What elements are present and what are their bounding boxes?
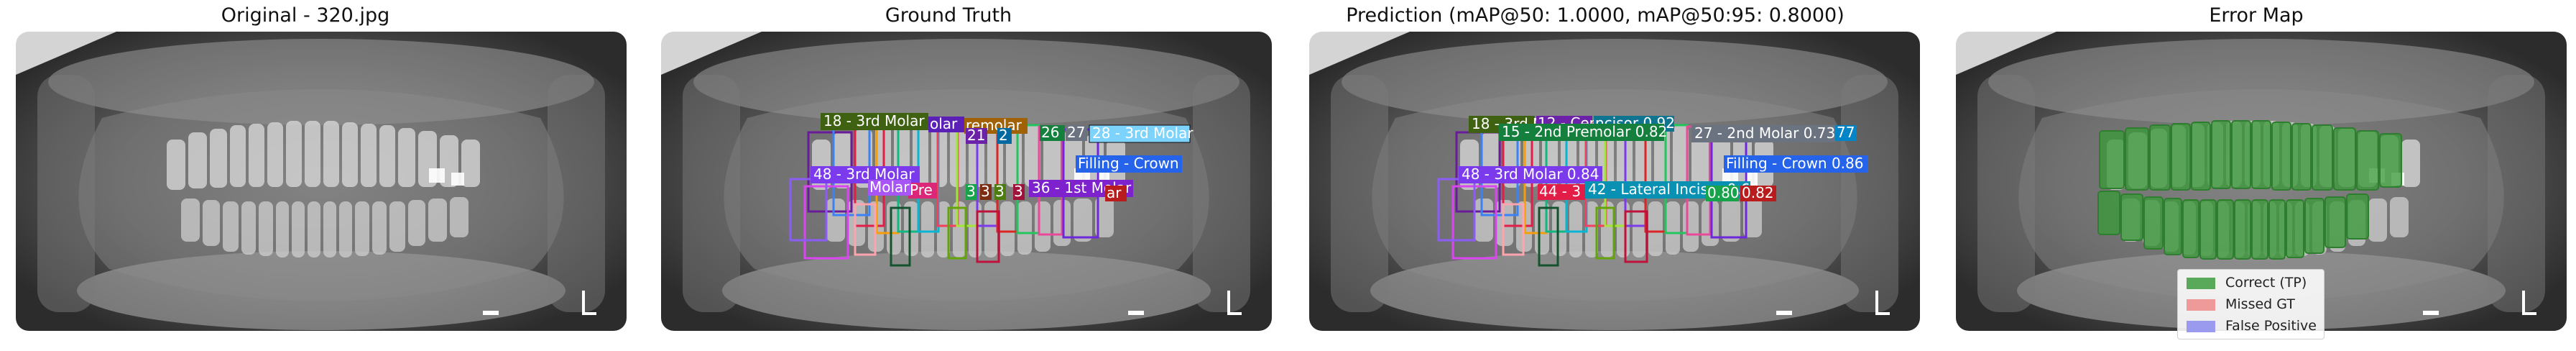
gt-label: 2	[999, 127, 1008, 144]
pred-label: Filling - Crown 0.86	[1726, 155, 1863, 172]
pred-label: 44 - 3	[1539, 183, 1581, 200]
gt-label: ar	[1107, 184, 1122, 201]
gt-label: 18 - 3rd Molar	[823, 112, 925, 129]
legend-label-missed: Missed GT	[2225, 296, 2295, 312]
ground-truth-panel-title: Ground Truth	[885, 4, 1012, 27]
legend-item-false-positive: False Positive	[2187, 317, 2323, 336]
legend-item-correct: Correct (TP)	[2187, 274, 2323, 293]
original-xray-image	[16, 32, 627, 331]
prediction-xray-image: 18 - 3rd M 12 - Cen ncisor 0.92 15 - 2nd…	[1309, 32, 1920, 331]
gt-label: 21	[967, 127, 985, 144]
gt-label: Filling - Crown	[1078, 155, 1179, 172]
legend-item-missed: Missed GT	[2187, 296, 2323, 314]
gt-label: olar	[930, 115, 958, 132]
legend-swatch-missed	[2187, 299, 2215, 311]
legend-label-correct: Correct (TP)	[2225, 275, 2307, 291]
legend-swatch-false-positive	[2187, 321, 2215, 332]
gt-label: 26	[1041, 124, 1059, 141]
pred-label: 0.80	[1707, 184, 1740, 201]
gt-label: 3	[1014, 183, 1023, 200]
pred-label: 15 - 2nd Premolar 0.82	[1502, 123, 1667, 140]
gt-label: 28 - 3rd Molar	[1092, 124, 1194, 142]
pred-label: 0.82	[1742, 184, 1774, 201]
pred-label: 48 - 3rd Molar 0.84	[1462, 165, 1599, 183]
gt-label: Pre	[910, 181, 933, 199]
prediction-panel-title: Prediction (mAP@50: 1.0000, mAP@50:95: 0…	[1346, 4, 1845, 27]
gt-label: 3	[966, 183, 976, 200]
legend-swatch-correct	[2187, 278, 2215, 289]
gt-label: 3	[981, 183, 990, 200]
gt-label: Molar	[869, 178, 910, 196]
ground-truth-xray-image: 18 - 3rd Molar olar remolar 26 28 - 3rd …	[661, 32, 1272, 331]
original-panel-title: Original - 320.jpg	[221, 4, 390, 27]
gt-label: 27	[1067, 124, 1085, 141]
error-map-legend: Correct (TP) Missed GT False Positive	[2177, 269, 2325, 339]
error-map-xray-image	[1956, 32, 2567, 331]
error-map-panel-title: Error Map	[2209, 4, 2304, 27]
true-positive-overlay	[2097, 120, 2402, 260]
legend-label-false-positive: False Positive	[2225, 318, 2317, 334]
pred-label: 77	[1837, 124, 1855, 141]
gt-label: 3	[995, 183, 1005, 200]
pred-label: 27 - 2nd Molar 0.73	[1694, 124, 1835, 142]
